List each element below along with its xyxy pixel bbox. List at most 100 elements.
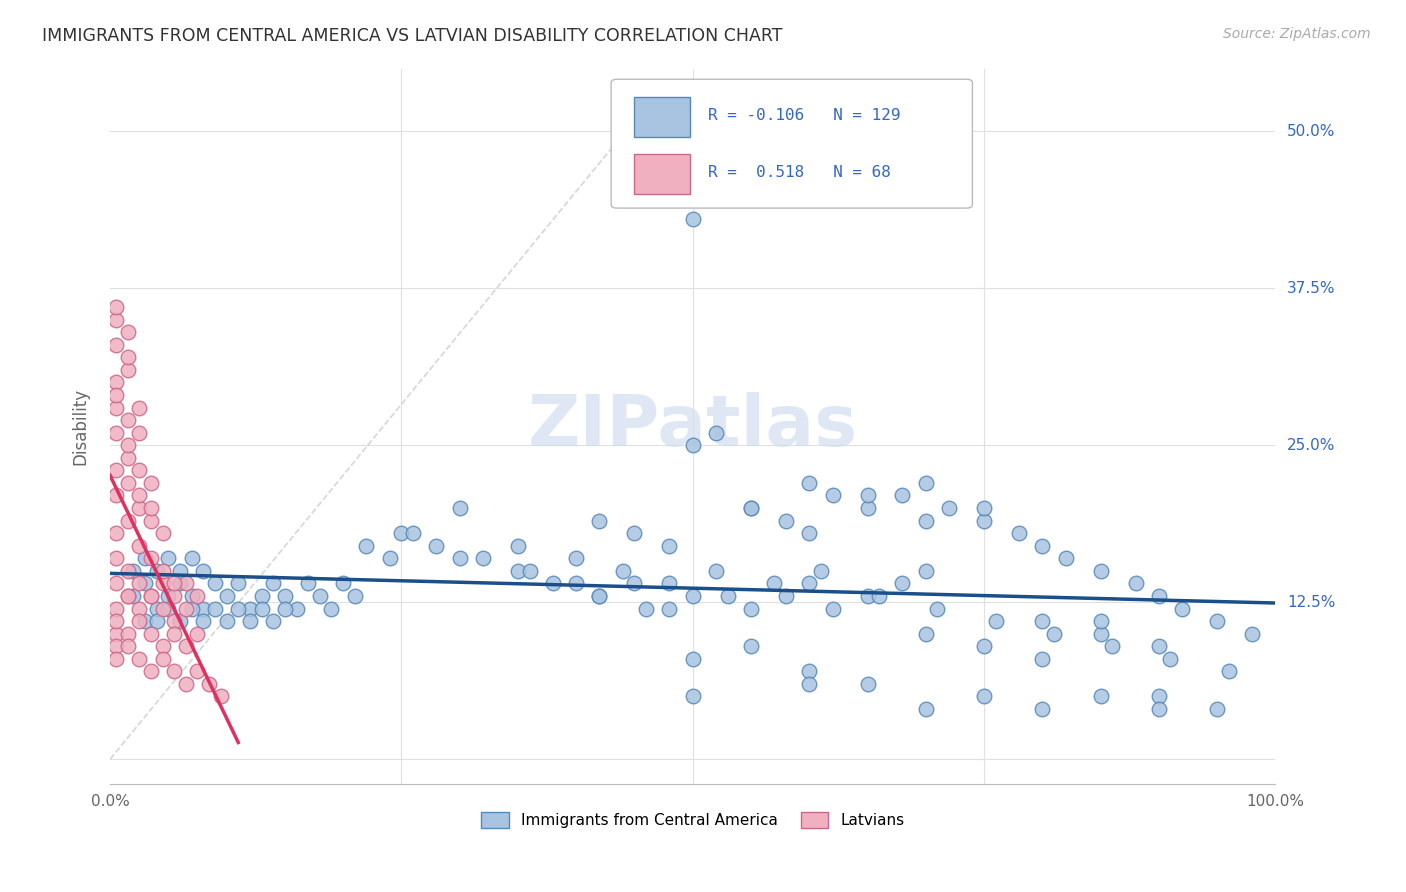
Point: [128, 488, 150, 502]
Point: [104, 425, 127, 440]
Point: [104, 526, 127, 541]
Point: [139, 589, 162, 603]
Point: [810, 564, 832, 578]
Point: [117, 325, 139, 339]
Point: [122, 589, 145, 603]
Point: [104, 614, 127, 628]
Point: [128, 425, 150, 440]
Point: [104, 376, 127, 390]
Point: [139, 589, 162, 603]
Point: [104, 401, 127, 415]
Point: [1031, 539, 1053, 553]
Text: 50.0%: 50.0%: [1286, 124, 1336, 139]
Point: [139, 475, 162, 490]
Point: [145, 601, 167, 615]
Point: [104, 463, 127, 477]
Point: [973, 501, 995, 516]
Point: [1147, 690, 1170, 704]
Point: [775, 589, 797, 603]
Point: [193, 601, 215, 615]
Point: [180, 601, 202, 615]
Point: [856, 589, 879, 603]
Point: [1031, 614, 1053, 628]
Point: [122, 564, 145, 578]
Point: [588, 514, 610, 528]
Point: [117, 589, 139, 603]
Point: [775, 514, 797, 528]
Point: [506, 539, 529, 553]
Point: [856, 488, 879, 502]
Point: [821, 601, 844, 615]
Text: R =  0.518   N = 68: R = 0.518 N = 68: [707, 165, 891, 180]
Point: [117, 475, 139, 490]
Point: [186, 589, 208, 603]
Point: [128, 401, 150, 415]
Point: [541, 576, 564, 591]
Point: [332, 576, 354, 591]
Point: [740, 639, 762, 653]
Y-axis label: Disability: Disability: [72, 388, 89, 465]
Point: [174, 639, 197, 653]
Point: [449, 551, 471, 566]
Point: [104, 300, 127, 314]
Point: [152, 639, 174, 653]
Point: [1090, 626, 1112, 640]
Point: [1101, 639, 1123, 653]
Point: [658, 576, 681, 591]
FancyBboxPatch shape: [612, 79, 973, 208]
Point: [389, 526, 412, 541]
Point: [1090, 614, 1112, 628]
Point: [612, 564, 634, 578]
Point: [973, 690, 995, 704]
Point: [914, 626, 936, 640]
Point: [378, 551, 401, 566]
Point: [117, 626, 139, 640]
Point: [209, 690, 232, 704]
Point: [128, 539, 150, 553]
Point: [1241, 626, 1264, 640]
Point: [682, 212, 704, 227]
Point: [1031, 652, 1053, 666]
Point: [682, 438, 704, 452]
Point: [186, 665, 208, 679]
Point: [186, 626, 208, 640]
Text: Source: ZipAtlas.com: Source: ZipAtlas.com: [1223, 27, 1371, 41]
Point: [856, 677, 879, 691]
Text: 25.0%: 25.0%: [1286, 438, 1336, 453]
Point: [519, 564, 541, 578]
Point: [1147, 589, 1170, 603]
Legend: Immigrants from Central America, Latvians: Immigrants from Central America, Latvian…: [475, 806, 911, 834]
Point: [104, 626, 127, 640]
Point: [117, 639, 139, 653]
Point: [891, 488, 914, 502]
Point: [984, 614, 1007, 628]
Point: [425, 539, 447, 553]
Point: [262, 614, 284, 628]
Point: [145, 564, 167, 578]
Bar: [634, 97, 690, 136]
Text: R = -0.106   N = 129: R = -0.106 N = 129: [707, 108, 900, 122]
Point: [250, 601, 273, 615]
Point: [472, 551, 495, 566]
Point: [226, 576, 249, 591]
Point: [262, 576, 284, 591]
Point: [134, 614, 156, 628]
Point: [117, 351, 139, 365]
Point: [297, 576, 319, 591]
Point: [128, 652, 150, 666]
Point: [763, 576, 786, 591]
Point: [152, 526, 174, 541]
Point: [565, 551, 588, 566]
Point: [104, 576, 127, 591]
Point: [117, 363, 139, 377]
Point: [157, 601, 180, 615]
Point: [1218, 665, 1240, 679]
Point: [740, 501, 762, 516]
Point: [658, 601, 681, 615]
Point: [163, 614, 186, 628]
Point: [104, 601, 127, 615]
Point: [145, 614, 167, 628]
Point: [856, 501, 879, 516]
Point: [704, 425, 727, 440]
Point: [914, 514, 936, 528]
